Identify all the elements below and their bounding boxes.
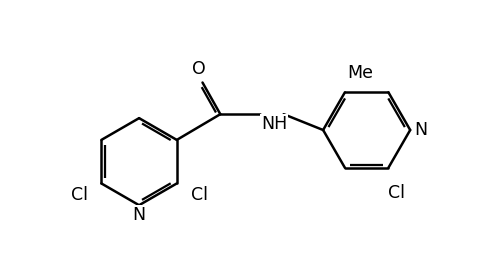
Text: Cl: Cl xyxy=(70,186,88,204)
Text: N: N xyxy=(133,206,146,224)
Text: Cl: Cl xyxy=(191,186,208,204)
Text: Cl: Cl xyxy=(388,184,405,201)
Text: Me: Me xyxy=(347,64,373,82)
Text: NH: NH xyxy=(261,115,287,133)
Text: N: N xyxy=(414,121,427,139)
Text: O: O xyxy=(192,60,205,78)
